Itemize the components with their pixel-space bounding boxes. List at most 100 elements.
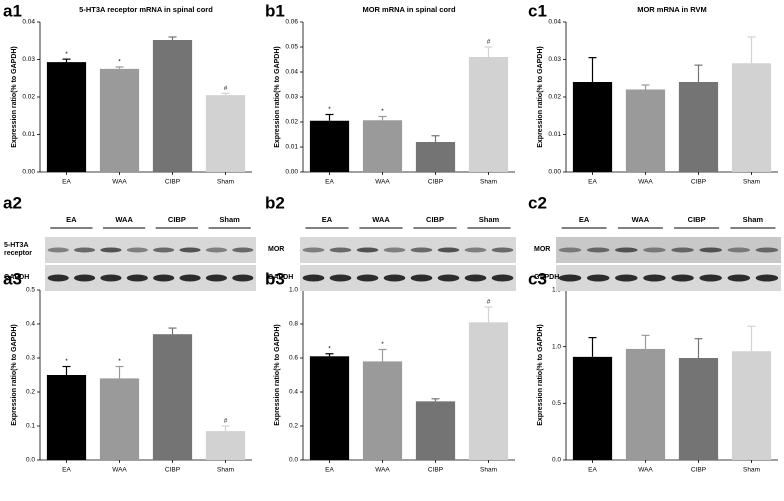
blot-band [615,247,638,253]
annotation: # [487,39,491,46]
lane-label: Sham [743,215,764,224]
blot-band [74,247,96,253]
bar [152,40,193,172]
blot-band [615,274,638,282]
y-tick-label: 0.5 [26,287,35,294]
chart-title: 5-HT3A receptor mRNA in spinal cord [79,5,213,14]
blot-band [491,274,514,282]
panel-label: b3 [265,269,285,288]
row-label-box: GAPDH [4,274,29,281]
row-label-box: GAPDH [268,274,294,281]
x-tick-label: Sham [480,179,497,186]
row-label: GAPDH [268,274,294,281]
blot-band [47,247,69,253]
x-tick-label: CIBP [165,179,180,186]
blot-band [153,274,175,282]
panel-label: c3 [528,269,547,288]
bar [625,89,666,172]
x-tick-label: EA [325,179,334,186]
blot-band [232,274,254,282]
blot-band [356,274,379,282]
y-tick-label: 1.0 [552,343,561,350]
chart-title: MOR mRNA in RVM [637,5,707,14]
annotation: * [328,106,331,113]
y-tick-label: 0.01 [285,144,298,151]
blot-band [558,274,582,282]
y-tick-label: 0.04 [548,19,561,26]
row-label: MOR [268,246,285,253]
annotation: * [328,345,331,352]
x-tick-label: EA [62,179,71,186]
y-tick-label: 0.06 [285,19,298,26]
y-tick-label: 0.03 [22,56,35,63]
bar [678,358,719,460]
blot-band [727,274,751,282]
row-label-box: MOR [268,246,285,253]
bar [309,356,350,460]
blot-band [329,247,352,253]
annotation: # [487,299,491,306]
bar [468,322,509,460]
annotation: # [224,418,228,425]
blot-band [205,247,227,253]
y-tick-label: 0.3 [26,355,35,362]
x-tick-label: Sham [480,467,497,474]
bar [468,57,509,172]
y-tick-label: 0.00 [22,169,35,176]
y-tick-label: 0.4 [289,389,298,396]
y-axis-label: Expression ratio(% to GAPDH) [274,324,281,426]
blot-band [153,247,175,253]
panel-label: b1 [265,1,285,20]
bar [46,62,87,172]
x-tick-label: WAA [638,467,653,474]
blot-band [558,247,582,253]
panel-label: a2 [3,193,22,212]
blot-band [586,247,610,253]
y-tick-label: 0.0 [289,457,298,464]
row-label: 5-HT3A receptor [4,242,33,257]
blot-band [47,274,69,282]
panel-label: b2 [265,193,285,212]
blot-band [464,274,487,282]
row-label-box: MOR [534,246,550,253]
blot-band [383,247,406,253]
blot-band [356,247,379,253]
x-tick-label: EA [588,179,597,186]
bar [731,351,772,460]
panel-label: a3 [3,269,22,288]
lane-label: CIBP [426,215,444,224]
y-axis-label: Expression ratio(% to GAPDH) [274,46,281,148]
y-tick-label: 0.5 [552,400,561,407]
blot-band [179,247,201,253]
annotation: * [381,108,384,115]
y-axis-label: Expression ratio(% to GAPDH) [11,46,18,148]
blot-band [410,274,433,282]
y-tick-label: 0.2 [289,423,298,430]
y-tick-label: 0.02 [548,94,561,101]
blot-band [100,247,122,253]
x-tick-label: WAA [375,467,390,474]
x-tick-label: EA [588,467,597,474]
bar [415,142,456,172]
annotation: * [118,358,121,365]
x-tick-label: WAA [112,179,127,186]
y-axis-label: Expression ratio(% to GAPDH) [537,46,544,148]
blot-band [179,274,201,282]
row-label: GAPDH [534,274,560,281]
lane-label: EA [66,215,77,224]
annotation: # [224,85,228,92]
y-tick-label: 0.02 [285,119,298,126]
lane-label: WAA [115,215,133,224]
blot-band [464,247,487,253]
lane-label: Sham [479,215,500,224]
blot-band [329,274,352,282]
annotation: * [381,341,384,348]
bar [415,401,456,460]
y-tick-label: 0.01 [22,131,35,138]
x-tick-label: CIBP [691,179,706,186]
blot-band [755,274,779,282]
blot-band [671,274,694,282]
bar [731,63,772,172]
blot-band [302,274,325,282]
